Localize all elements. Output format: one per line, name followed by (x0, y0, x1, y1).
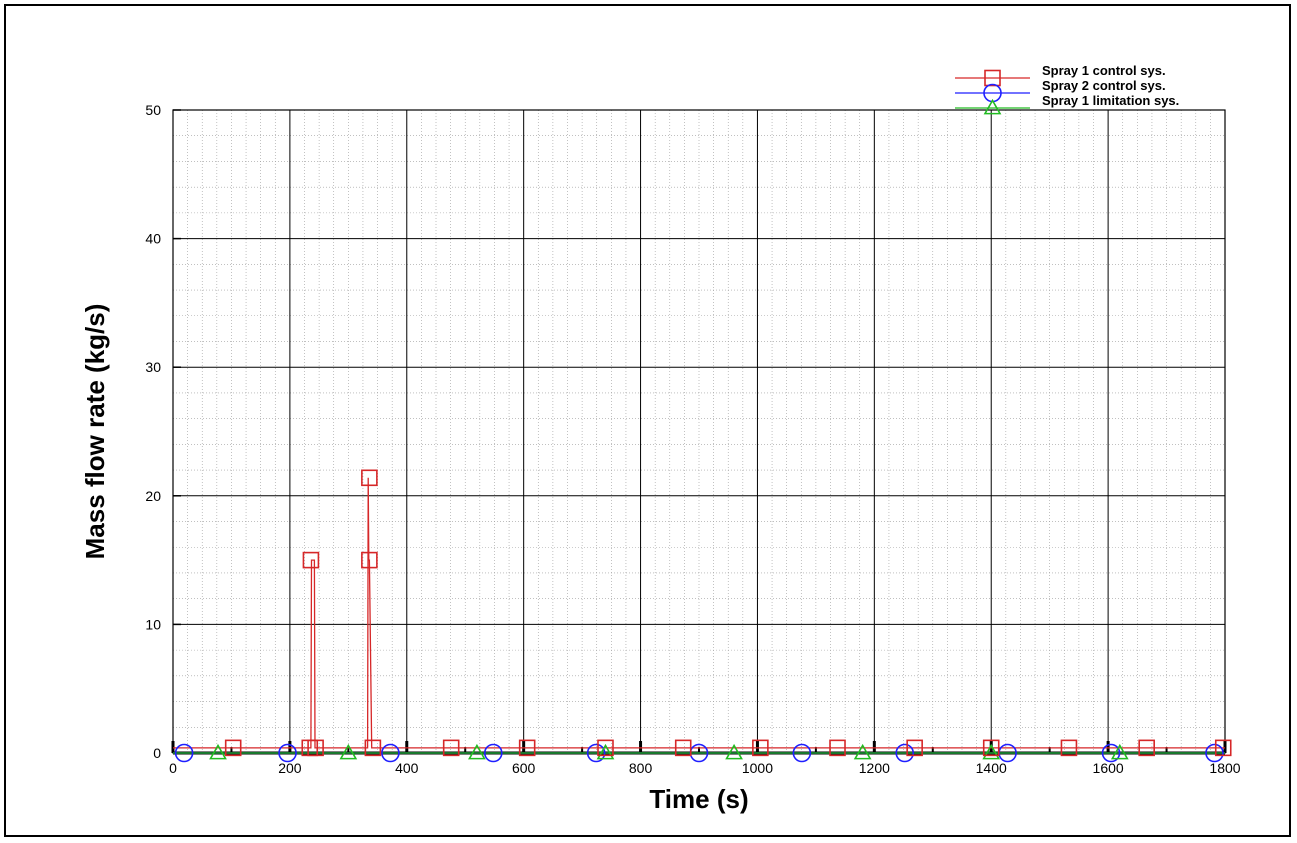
series-2-point (174, 743, 194, 763)
series-1-point (442, 739, 460, 757)
series-3-point (725, 743, 743, 760)
series-1-point (1138, 739, 1155, 757)
series-1-point (307, 739, 324, 757)
series-2-point (792, 743, 812, 763)
x-tick-label: 600 (512, 760, 536, 776)
series-3-point (596, 743, 615, 760)
series-2-point (483, 743, 503, 763)
series-3-point (1110, 743, 1129, 760)
series-3-point (339, 743, 358, 760)
y-tick-label: 10 (145, 616, 161, 632)
series-1-point (1060, 739, 1078, 757)
x-tick-label: 1400 (976, 760, 1007, 776)
series-1-point (224, 739, 242, 757)
legend-label-1: Spray 1 control sys. (1042, 63, 1166, 78)
y-tick-label: 30 (145, 359, 161, 375)
series-2-point (586, 743, 606, 763)
series-3-point (853, 743, 872, 760)
y-tick-label: 20 (145, 488, 161, 504)
series-3-point (982, 743, 1001, 760)
y-tick-label: 50 (145, 102, 161, 118)
legend-label-3: Spray 1 limitation sys. (1042, 93, 1179, 108)
y-tick-label: 0 (153, 745, 161, 761)
x-tick-label: 1800 (1209, 760, 1240, 776)
series-1-point (752, 739, 769, 757)
tick-labels: 0 200 400 600 800 1000 1200 1400 1600 1800 0 10 20 30… (145, 102, 1240, 776)
series-2-point (278, 743, 297, 763)
series-1-point (829, 739, 846, 757)
series-1-point (597, 739, 614, 757)
minor-grid (173, 110, 1225, 753)
series-3-point (468, 743, 486, 760)
x-tick-label: 200 (278, 760, 302, 776)
series-2-point (895, 743, 915, 763)
x-tick-label: 800 (629, 760, 653, 776)
y-axis-title: Mass flow rate (kg/s) (80, 304, 110, 560)
x-tick-label: 0 (169, 760, 177, 776)
series-1-point (302, 551, 320, 569)
series-1-point (1214, 739, 1232, 757)
x-tick-label: 1200 (859, 760, 890, 776)
series-1-point (364, 739, 382, 757)
series-1-point (518, 739, 536, 757)
series-2-point (1205, 743, 1224, 763)
x-tick-label: 1000 (742, 760, 773, 776)
series-1-point (982, 739, 1000, 757)
y-tick-label: 40 (145, 231, 161, 247)
x-tick-label: 1600 (1093, 760, 1124, 776)
legend: Spray 1 control sys.Spray 2 control sys.… (955, 63, 1179, 115)
series-1-point (906, 739, 923, 757)
legend-label-2: Spray 2 control sys. (1042, 78, 1166, 93)
series-2-point (1101, 743, 1121, 763)
series-1-point (361, 469, 378, 487)
legend-marker-3 (983, 98, 1002, 115)
x-tick-label: 400 (395, 760, 419, 776)
series-1-point (361, 551, 378, 569)
series-layer (173, 469, 1232, 763)
chart-frame (4, 4, 1291, 837)
series-3-point (209, 743, 227, 760)
legend-marker-1 (984, 69, 1001, 87)
series-2-point (381, 743, 400, 763)
series-line-1 (173, 477, 1225, 749)
series-1-point (674, 739, 692, 757)
x-axis-title: Time (s) (649, 784, 748, 814)
